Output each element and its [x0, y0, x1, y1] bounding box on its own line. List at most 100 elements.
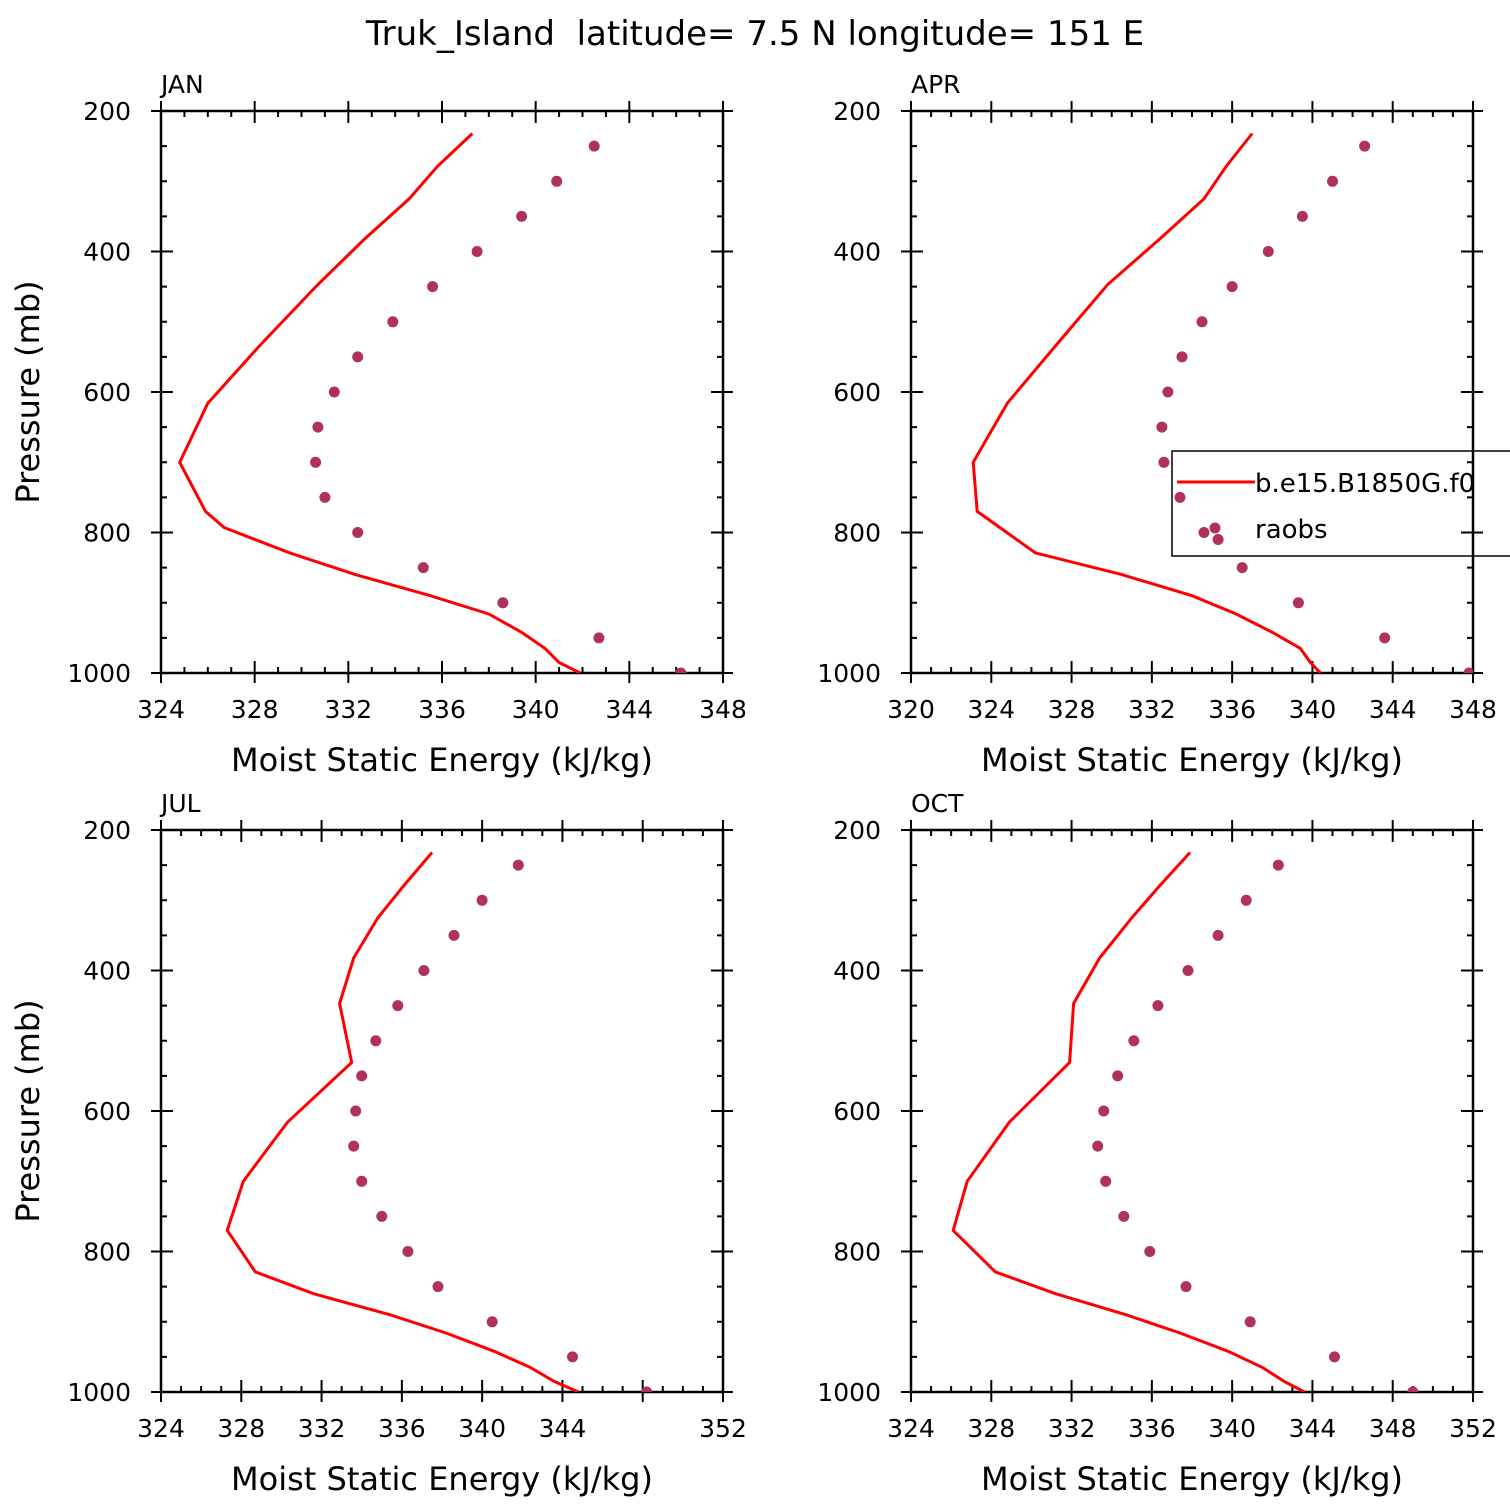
x-tick-label: 340: [512, 695, 560, 724]
model-line: [178, 132, 581, 673]
panel-title: JUL: [159, 789, 201, 818]
raobs-point: [448, 929, 460, 941]
x-tick-label: 340: [1208, 1414, 1256, 1443]
panel-apr: 320 324 328 332 336 340 344 348 200 400 600 800 1000…: [817, 70, 1510, 779]
raobs-point: [392, 1000, 404, 1012]
x-tick-label: 336: [418, 695, 466, 724]
x-tick-label: 324: [137, 1414, 185, 1443]
legend-obs-label: raobs: [1255, 515, 1328, 545]
x-tick-label: 332: [298, 1414, 346, 1443]
x-tick-label: 352: [1449, 1414, 1497, 1443]
plot-area: [971, 132, 1473, 673]
raobs-point: [1212, 534, 1224, 545]
y-tick-label: 600: [83, 1097, 131, 1126]
raobs-point: [348, 1140, 360, 1152]
x-tick-label: 324: [137, 695, 185, 724]
x-tick-label: 328: [231, 695, 279, 724]
x-tick-label: 348: [1449, 695, 1497, 724]
legend-obs-swatch: [1209, 522, 1221, 534]
raobs-point: [319, 491, 331, 503]
raobs-point: [512, 859, 524, 871]
raobs-point: [1226, 281, 1238, 293]
panel-title: APR: [911, 70, 961, 99]
raobs-point: [588, 140, 600, 152]
x-axis-label: Moist Static Energy (kJ/kg): [981, 741, 1403, 779]
y-tick-label: 600: [833, 1097, 881, 1126]
raobs-point: [1327, 175, 1338, 187]
raobs-point: [1112, 1070, 1124, 1082]
x-tick-label: 340: [1289, 695, 1337, 724]
raobs-point: [1236, 562, 1248, 574]
figure-title: Truk_Island latitude= 7.5 N longitude= 1…: [365, 14, 1144, 54]
legend: b.e15.B1850G.f0 raobs: [1171, 450, 1510, 557]
y-tick-label: 600: [833, 378, 881, 407]
raobs-point: [356, 1070, 368, 1082]
x-tick-label: 348: [699, 695, 747, 724]
raobs-point: [356, 1175, 368, 1187]
x-tick-label: 320: [887, 695, 935, 724]
raobs-point: [402, 1246, 414, 1257]
raobs-point: [417, 562, 429, 574]
y-tick-label: 800: [833, 519, 881, 548]
raobs-point: [352, 527, 364, 538]
raobs-point: [1198, 527, 1210, 538]
plot-frame: [909, 828, 1475, 1394]
y-tick-label: 400: [833, 238, 881, 267]
plot-area: [178, 132, 687, 673]
raobs-point: [486, 1316, 498, 1328]
raobs-point: [1180, 1281, 1192, 1293]
raobs-point: [1463, 667, 1473, 673]
y-tick-label: 800: [833, 1238, 881, 1267]
model-line: [971, 132, 1322, 673]
raobs-point: [418, 965, 430, 976]
raobs-point: [1176, 351, 1188, 363]
y-axis-label: Pressure (mb): [9, 999, 47, 1222]
x-tick-label: 332: [1048, 1414, 1096, 1443]
y-tick-label: 1000: [67, 1378, 131, 1407]
panel-oct: 324 328 332 336 340 344 348 352 200 400 600 800 1000…: [817, 789, 1496, 1498]
raobs-point: [1296, 210, 1308, 222]
y-tick-label: 200: [83, 97, 131, 126]
y-tick-label: 600: [83, 378, 131, 407]
model-line: [951, 851, 1306, 1392]
model-line: [225, 851, 580, 1392]
y-axis-label: Pressure (mb): [9, 280, 47, 503]
x-tick-label: 352: [699, 1414, 747, 1443]
raobs-point: [1407, 1386, 1419, 1392]
y-tick-label: 200: [83, 816, 131, 845]
raobs-point: [310, 456, 322, 468]
raobs-point: [1100, 1175, 1112, 1187]
raobs-point: [1144, 1246, 1156, 1257]
y-tick-label: 200: [833, 816, 881, 845]
panel-jul: 324 328 332 336 340 344 352 200 400 600 800 1000 JUL…: [9, 789, 747, 1498]
y-tick-label: 400: [83, 238, 131, 267]
raobs-point: [1329, 1351, 1340, 1363]
raobs-point: [1262, 246, 1274, 257]
raobs-point: [352, 351, 364, 363]
x-axis-label: Moist Static Energy (kJ/kg): [981, 1460, 1403, 1498]
raobs-point: [370, 1035, 382, 1047]
raobs-point: [350, 1105, 362, 1117]
panel-title: OCT: [911, 789, 964, 818]
y-tick-label: 800: [83, 1238, 131, 1267]
raobs-point: [476, 894, 488, 906]
plot-frame: [909, 109, 1475, 675]
raobs-point: [471, 246, 483, 257]
y-tick-label: 400: [833, 957, 881, 986]
x-tick-label: 348: [1369, 1414, 1417, 1443]
raobs-point: [1158, 456, 1170, 468]
x-tick-label: 336: [1128, 1414, 1176, 1443]
raobs-point: [328, 386, 340, 398]
x-tick-label: 332: [1128, 695, 1176, 724]
raobs-point: [551, 175, 563, 187]
raobs-point: [1240, 894, 1252, 906]
x-tick-label: 328: [1048, 695, 1096, 724]
x-tick-label: 344: [539, 1414, 587, 1443]
raobs-point: [675, 667, 687, 673]
x-tick-label: 332: [324, 695, 372, 724]
x-tick-label: 324: [967, 695, 1015, 724]
x-tick-label: 344: [605, 695, 653, 724]
raobs-point: [1174, 491, 1186, 503]
raobs-point: [1182, 965, 1194, 976]
